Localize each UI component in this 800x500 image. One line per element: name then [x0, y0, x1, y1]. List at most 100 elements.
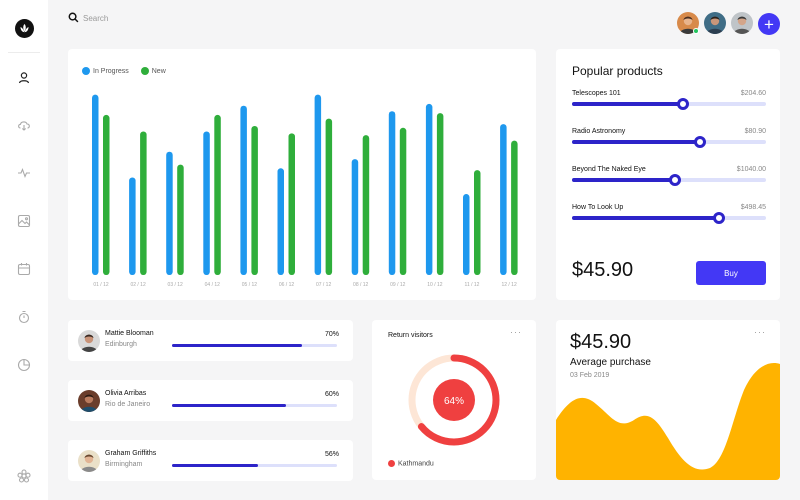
product-row: Telescopes 101 $204.60 — [572, 90, 766, 110]
legend-label-kathmandu: Kathmandu — [398, 460, 434, 468]
flower-settings-icon[interactable] — [16, 468, 32, 484]
x-tick-label: 01 / 12 — [93, 282, 109, 288]
user-icon[interactable] — [16, 70, 32, 86]
bar-in-progress — [463, 194, 470, 275]
sidebar-divider — [8, 52, 40, 53]
average-purchase-price: $45.90 — [570, 331, 632, 353]
product-slider-handle[interactable] — [668, 174, 681, 186]
bar-new — [511, 140, 518, 275]
user-card[interactable]: Olivia Arribas Rio de Janeiro 60% — [68, 380, 353, 421]
add-button[interactable]: + — [758, 13, 780, 35]
product-slider[interactable] — [572, 174, 766, 186]
return-visitors-legend: Kathmandu — [388, 460, 434, 467]
x-tick-label: 02 / 12 — [130, 282, 146, 288]
pie-chart-icon[interactable] — [16, 357, 32, 373]
product-item-price: $498.45 — [740, 204, 766, 211]
donut-percent: 64% — [444, 396, 464, 407]
average-purchase-card: $45.90 Average purchase 03 Feb 2019 ··· — [556, 320, 780, 480]
return-visitors-card: Return visitors ··· 64% Kathmandu — [372, 320, 536, 480]
avatar — [78, 450, 100, 472]
product-slider-fill — [572, 178, 675, 182]
bar-in-progress — [166, 151, 173, 275]
bar-new — [251, 125, 258, 276]
user-card[interactable]: Mattie Blooman Edinburgh 70% — [68, 320, 353, 361]
bar-in-progress — [203, 131, 210, 275]
bar-in-progress — [425, 103, 433, 275]
user-progress-track — [172, 344, 337, 347]
search-input[interactable] — [83, 11, 243, 25]
x-tick-label: 04 / 12 — [205, 282, 221, 288]
x-tick-label: 03 / 12 — [168, 282, 184, 288]
buy-button[interactable]: Buy — [696, 261, 766, 285]
average-purchase-label: Average purchase — [570, 357, 651, 368]
user-progress-fill — [172, 344, 303, 347]
product-slider-handle[interactable] — [676, 98, 689, 110]
logo — [15, 19, 34, 38]
avatar — [78, 330, 100, 352]
x-tick-label: 05 / 12 — [242, 282, 258, 288]
avatar[interactable] — [731, 12, 753, 34]
user-city: Edinburgh — [105, 341, 137, 348]
bar-new — [399, 127, 407, 275]
bar-new — [140, 131, 147, 275]
x-tick-label: 06 / 12 — [279, 282, 295, 288]
legend-swatch-in-progress — [82, 67, 90, 75]
timer-icon[interactable] — [16, 309, 32, 325]
average-purchase-date: 03 Feb 2019 — [570, 372, 610, 379]
bar-in-progress — [314, 94, 322, 276]
avatar[interactable] — [704, 12, 726, 34]
product-price: $45.90 — [572, 259, 634, 281]
product-name: Beyond The Naked Eye — [572, 166, 646, 173]
more-options-icon[interactable]: ··· — [510, 327, 522, 337]
user-name: Olivia Arribas — [105, 390, 147, 397]
product-slider[interactable] — [572, 212, 766, 224]
bar-new — [177, 164, 184, 275]
bar-chart: 01 / 12 02 / 12 03 / 12 04 / 12 05 / 12 06 / … — [92, 94, 518, 288]
more-options-icon[interactable]: ··· — [754, 327, 766, 337]
online-status-dot — [693, 28, 699, 34]
product-slider[interactable] — [572, 98, 766, 110]
bar-in-progress — [351, 159, 359, 275]
bar-in-progress — [129, 177, 136, 275]
product-slider-handle[interactable] — [694, 136, 707, 148]
bar-in-progress — [500, 124, 507, 276]
activity-icon[interactable] — [16, 165, 32, 181]
product-name: How To Look Up — [572, 204, 624, 211]
product-item-price: $204.60 — [740, 90, 766, 97]
product-slider-fill — [572, 140, 701, 144]
image-icon[interactable] — [16, 213, 32, 229]
area-wave-chart — [556, 363, 780, 480]
chart-legend: In Progress New — [82, 67, 176, 75]
product-item-price: $1040.00 — [736, 166, 766, 173]
download-cloud-icon[interactable] — [16, 117, 32, 133]
user-percent: 60% — [324, 391, 339, 398]
product-slider-fill — [572, 102, 683, 106]
x-tick-label: 11 / 12 — [465, 282, 480, 288]
donut-progress — [408, 354, 500, 446]
x-tick-label: 09 / 12 — [390, 282, 406, 288]
bar-new — [214, 114, 221, 275]
user-progress-fill — [172, 404, 286, 407]
legend-label-in-progress: In Progress — [93, 67, 129, 75]
legend-swatch-kathmandu — [388, 460, 395, 467]
bar-in-progress — [277, 168, 284, 275]
calendar-icon[interactable] — [16, 261, 32, 277]
x-tick-label: 12 / 12 — [501, 282, 517, 288]
legend-swatch-new — [140, 67, 149, 75]
bar-in-progress — [240, 105, 247, 275]
product-slider-handle[interactable] — [713, 212, 726, 224]
bar-new — [103, 114, 110, 275]
area-wave — [556, 363, 780, 480]
popular-products-card: Popular products Telescopes 101 $204.60 Ra… — [556, 49, 780, 300]
bar-chart-card: In Progress New 01 / 12 02 / 12 03 / 12 04 … — [68, 49, 536, 300]
legend-label-new: New — [151, 67, 166, 75]
return-visitors-title: Return visitors — [388, 332, 433, 339]
return-visitors-donut: 64% — [408, 354, 500, 446]
product-slider[interactable] — [572, 136, 766, 148]
popular-products-title: Popular products — [572, 64, 663, 78]
product-name: Radio Astronomy — [572, 128, 626, 135]
bar-new — [362, 135, 370, 275]
user-city: Birmingham — [105, 461, 143, 468]
user-card[interactable]: Graham Griffiths Birmingham 56% — [68, 440, 353, 481]
search-icon[interactable] — [68, 12, 79, 23]
